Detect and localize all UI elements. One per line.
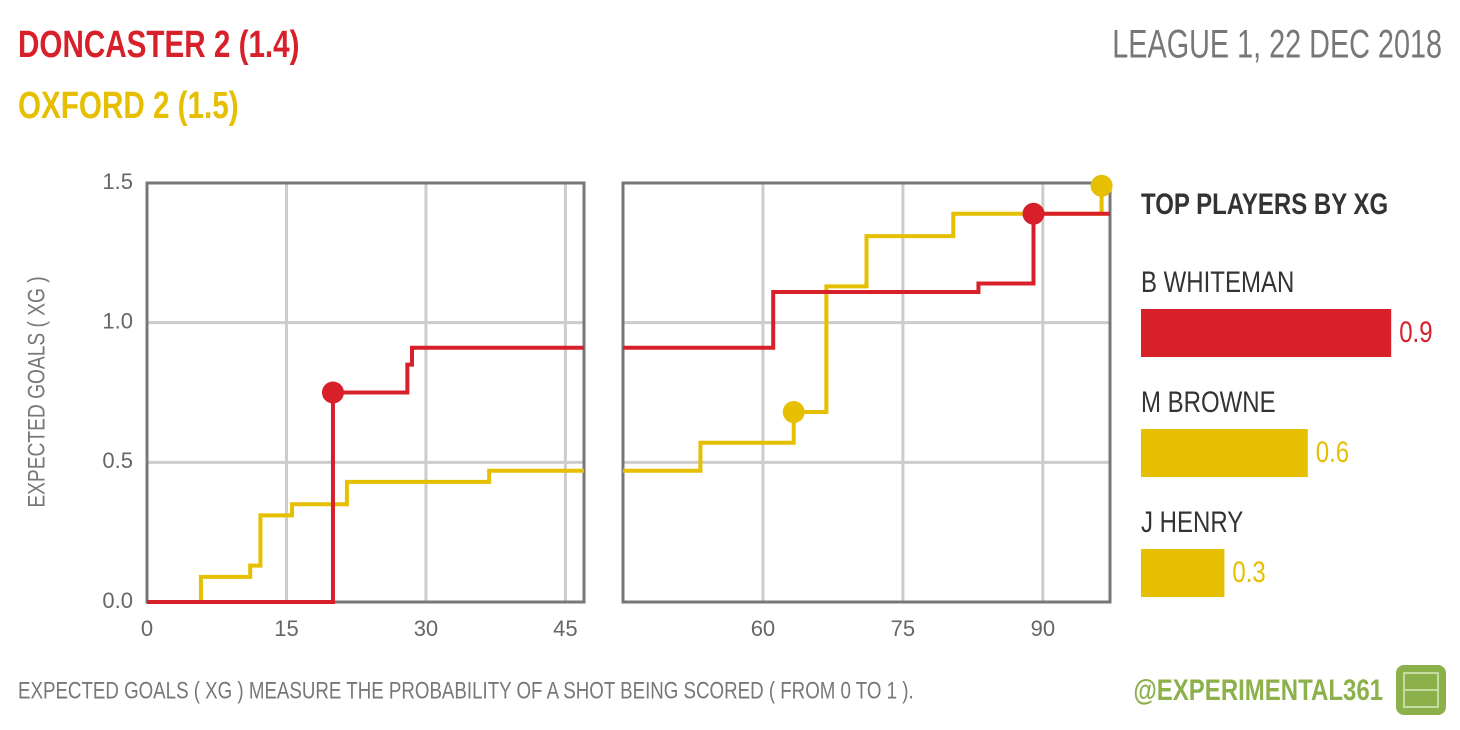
title-group: TOP PLAYERS BY XG xyxy=(1141,186,1388,220)
value-label: 0.6 xyxy=(1316,434,1349,468)
label-group: J HENRY xyxy=(1141,504,1243,538)
bar xyxy=(1141,309,1392,357)
footer-note-group: EXPECTED GOALS ( XG ) MEASURE THE PROBAB… xyxy=(18,677,914,704)
panel-frame xyxy=(145,181,586,604)
credit-group: @EXPERIMENTAL361 xyxy=(1133,672,1383,706)
y-tick-label: 1.5 xyxy=(102,169,133,194)
label-group: M BROWNE xyxy=(1141,384,1276,418)
competition-group: LEAGUE 1, 22 DEC 2018 xyxy=(1112,22,1442,67)
footer-note: EXPECTED GOALS ( XG ) MEASURE THE PROBAB… xyxy=(18,677,914,704)
home-title-group: DONCASTER 2 (1.4) xyxy=(18,24,300,66)
x-tick-label: 30 xyxy=(414,616,438,641)
home-title: DONCASTER 2 (1.4) xyxy=(18,24,300,66)
bar xyxy=(1141,549,1225,597)
y-tick-label: 1.0 xyxy=(102,308,133,333)
logo xyxy=(1396,665,1446,715)
player-name: B WHITEMAN xyxy=(1141,264,1294,298)
xg-line xyxy=(147,345,584,604)
x-tick-label: 75 xyxy=(891,616,915,641)
y-label-group: EXPECTED GOALS ( XG ) xyxy=(22,276,50,507)
xg-line xyxy=(623,211,1110,350)
value-group: 0.9 xyxy=(1399,314,1432,348)
xg-line xyxy=(147,468,584,604)
x-tick-label: 60 xyxy=(751,616,775,641)
x-tick-label: 0 xyxy=(141,616,153,641)
goal-marker xyxy=(1090,174,1113,197)
panel-frame xyxy=(621,181,1112,604)
competition: LEAGUE 1, 22 DEC 2018 xyxy=(1112,22,1442,67)
away-title-group: OXFORD 2 (1.5) xyxy=(18,85,239,127)
bar xyxy=(1141,429,1308,477)
goal-marker xyxy=(782,401,805,424)
x-tick-label: 15 xyxy=(274,616,298,641)
value-label: 0.3 xyxy=(1232,554,1265,588)
value-label: 0.9 xyxy=(1399,314,1432,348)
x-tick-label: 90 xyxy=(1031,616,1055,641)
goal-marker xyxy=(1022,202,1045,225)
bar-chart-title: TOP PLAYERS BY XG xyxy=(1141,186,1388,220)
player-name: J HENRY xyxy=(1141,504,1243,538)
y-tick-label: 0.5 xyxy=(102,448,133,473)
y-tick-label: 0.0 xyxy=(102,588,133,613)
player-name: M BROWNE xyxy=(1141,384,1276,418)
credit: @EXPERIMENTAL361 xyxy=(1133,672,1383,706)
y-axis-label: EXPECTED GOALS ( XG ) xyxy=(22,276,50,507)
goal-marker xyxy=(321,381,344,404)
value-group: 0.6 xyxy=(1316,434,1349,468)
x-tick-label: 45 xyxy=(553,616,577,641)
value-group: 0.3 xyxy=(1232,554,1265,588)
away-title: OXFORD 2 (1.5) xyxy=(18,85,239,127)
label-group: B WHITEMAN xyxy=(1141,264,1294,298)
